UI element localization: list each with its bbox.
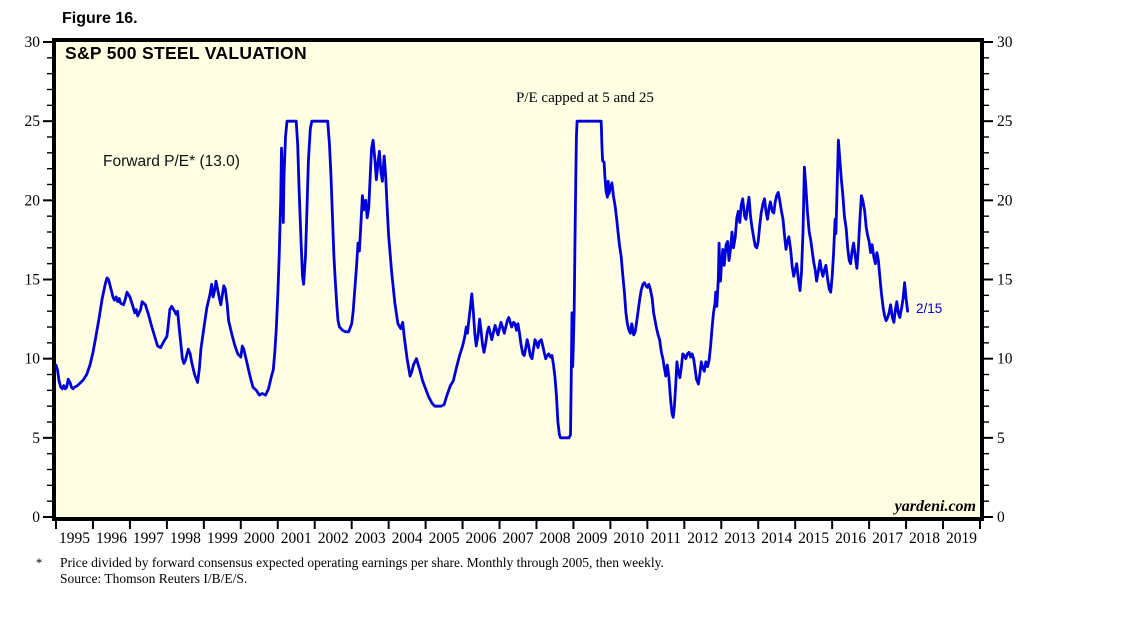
y-axis-tick-label: 30 (997, 34, 1013, 51)
x-axis-tick-label: 2008 (539, 530, 570, 547)
y-axis-labels-left: 0 5 10 15 20 25 30 (25, 34, 41, 526)
forward-pe-line (54, 119, 909, 440)
x-axis-tick-label: 1997 (133, 530, 164, 547)
y-axis-tick-label: 30 (25, 34, 41, 51)
x-axis-tick-label: 2010 (613, 530, 644, 547)
x-axis-tick-label: 1996 (96, 530, 127, 547)
yardeni-watermark: yardeni.com (894, 498, 976, 515)
y-axis-tick-label: 15 (997, 272, 1013, 289)
x-axis-tick-label: 2014 (761, 530, 792, 547)
x-axis-tick-label: 2019 (946, 530, 977, 547)
y-axis-tick-label: 0 (32, 509, 40, 526)
x-axis-tick-label: 2004 (392, 530, 423, 547)
y-axis-tick-label: 5 (32, 430, 40, 447)
x-axis-tick-label: 2018 (909, 530, 940, 547)
figure-number-label: Figure 16. (62, 10, 138, 27)
y-axis-ticks-left (43, 41, 52, 518)
footnote-line-1: Price divided by forward consensus expec… (60, 555, 664, 570)
plot-frame (52, 38, 984, 521)
x-axis-tick-label: 2015 (798, 530, 829, 547)
y-axis-tick-label: 15 (25, 272, 41, 289)
y-axis-tick-label: 10 (997, 351, 1013, 368)
x-axis-tick-label: 2017 (872, 530, 903, 547)
y-axis-tick-label: 20 (997, 192, 1013, 209)
y-axis-labels-right: 0 5 10 15 20 25 30 (997, 34, 1013, 526)
x-axis-tick-label: 2000 (244, 530, 275, 547)
x-axis-tick-label: 2001 (281, 530, 312, 547)
x-axis-tick-label: 2003 (355, 530, 386, 547)
chart-title: S&P 500 STEEL VALUATION (65, 43, 307, 63)
y-axis-ticks-right (984, 41, 993, 518)
footnote-asterisk: * (36, 556, 43, 570)
x-axis-tick-label: 2006 (466, 530, 497, 547)
x-axis-tick-label: 2012 (687, 530, 718, 547)
x-axis-tick-label: 1999 (207, 530, 238, 547)
x-axis-tick-label: 2011 (651, 530, 681, 547)
y-axis-tick-label: 0 (997, 509, 1005, 526)
x-axis-labels: 1995 1996 1997 1998 1999 2000 2001 2002 2003 2004… (59, 530, 977, 547)
y-axis-tick-label: 20 (25, 192, 41, 209)
x-axis-ticks (55, 521, 981, 529)
series-legend-label: Forward P/E* (13.0) (103, 153, 240, 170)
x-axis-tick-label: 2007 (503, 530, 534, 547)
y-axis-tick-label: 10 (25, 351, 41, 368)
y-axis-tick-label: 25 (997, 113, 1013, 130)
y-axis-tick-label: 5 (997, 430, 1005, 447)
x-axis-tick-label: 1998 (170, 530, 201, 547)
footnote: * Price divided by forward consensus exp… (36, 555, 664, 586)
x-axis-tick-label: 2013 (724, 530, 755, 547)
x-axis-tick-label: 1995 (59, 530, 90, 547)
latest-datapoint-date-label: 2/15 (916, 301, 943, 316)
x-axis-tick-label: 2002 (318, 530, 349, 547)
y-axis-tick-label: 25 (25, 113, 41, 130)
x-axis-tick-label: 2016 (835, 530, 866, 547)
x-axis-tick-label: 2009 (576, 530, 607, 547)
footnote-line-2: Source: Thomson Reuters I/B/E/S. (60, 570, 248, 586)
x-axis-tick-label: 2005 (429, 530, 460, 547)
pe-cap-annotation: P/E capped at 5 and 25 (516, 90, 654, 106)
